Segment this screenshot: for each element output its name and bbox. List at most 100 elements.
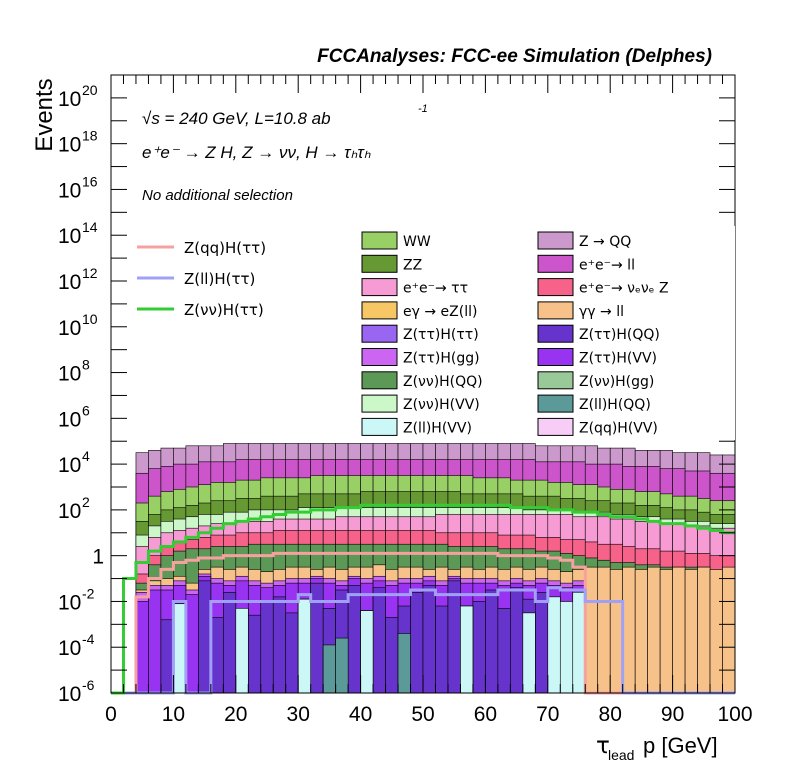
legend-stack-swatch: [537, 301, 574, 320]
stack-bar: [659, 569, 673, 694]
x-axis-label-tau: τ: [596, 733, 610, 759]
legend-stack-swatch: [361, 278, 398, 297]
stack-bar: [572, 591, 586, 694]
stack-bar: [185, 594, 199, 694]
stack-bar: [684, 569, 698, 694]
legend-stack-entry: Z(ll)H(QQ): [537, 394, 651, 413]
stack-layer: [135, 443, 736, 694]
legend-stack-entry: Z(νν)H(QQ): [361, 371, 483, 390]
stack-bar: [559, 601, 574, 694]
y-tick-label: 10 12: [58, 265, 98, 294]
legend-line-label: Z(νν)H(ττ): [184, 301, 264, 319]
y-tick-exponent: -4: [82, 631, 95, 647]
y-tick-exponent: 8: [82, 357, 90, 373]
legend-stack-swatch: [537, 254, 574, 273]
y-tick-label: 1: [92, 546, 104, 569]
stack-bar: [447, 580, 461, 694]
y-tick-label: 10 18: [58, 128, 98, 157]
stack-bar: [522, 612, 536, 694]
legend-line-entry: Z(qq)H(ττ): [137, 239, 266, 257]
legend-stack-label: Z(ττ)H(VV): [579, 351, 657, 367]
legend-stack-entry: γγ → ll: [537, 301, 624, 320]
legend-stack-label: ZZ: [403, 257, 422, 273]
y-tick-label: 10 2: [58, 494, 90, 523]
stack-bar: [609, 569, 623, 694]
y-tick-exponent: -6: [82, 677, 95, 693]
y-axis-label: Events: [31, 78, 58, 151]
legend-stack-swatch: [361, 254, 398, 273]
stack-bar: [510, 587, 524, 694]
x-tick-label: 100: [717, 703, 752, 726]
y-tick-label: 10 4: [58, 448, 90, 477]
x-axis-label-text: p [GeV]: [643, 733, 718, 758]
y-tick-exponent: 4: [82, 448, 90, 464]
legend-stack-label: γγ → ll: [579, 304, 624, 320]
legend-stack-entry: eγ → eZ(ll): [361, 301, 477, 320]
stack-bar: [347, 585, 361, 694]
y-tick-label: 10 6: [58, 402, 90, 431]
legend-stack-entry: e⁺e⁻→ ττ: [361, 278, 468, 297]
y-tick-label: 10 16: [58, 173, 98, 202]
stack-bar: [260, 601, 274, 694]
stack-bar: [335, 637, 349, 694]
legend-stack-swatch: [361, 231, 398, 250]
y-tick-base: 10: [58, 591, 81, 614]
stack-bar: [272, 596, 287, 694]
legend-stack-label: Z → QQ: [579, 234, 631, 250]
legend-line-entry: Z(ll)H(ττ): [137, 270, 255, 288]
x-tick-label: 40: [349, 703, 372, 726]
x-tick-label: 80: [599, 703, 622, 726]
legend-stack-label: Z(νν)H(QQ): [403, 374, 483, 390]
y-tick-base: 10: [58, 408, 81, 431]
stack-bar: [435, 605, 449, 694]
y-tick-exponent: -2: [82, 585, 95, 601]
legend-stack-entry: Z(ll)H(VV): [361, 417, 472, 436]
stack-bar: [310, 582, 324, 694]
legend-stack-swatch: [537, 231, 574, 250]
stack-bar: [472, 601, 486, 694]
stack-bar: [697, 566, 711, 694]
selection-annotation: No additional selection: [142, 187, 293, 204]
stack-bar: [535, 591, 549, 694]
stack-bar: [198, 580, 212, 694]
legend-stack-swatch: [537, 417, 574, 436]
y-tick-base: 10: [58, 454, 81, 477]
stack-bar: [722, 566, 736, 694]
y-tick-label: 10 14: [58, 219, 98, 248]
stack-bar: [597, 566, 611, 694]
legend-stack-entry: e⁺e⁻→ ll: [537, 254, 635, 273]
legend-stack-swatch: [361, 301, 398, 320]
x-tick-label: 70: [536, 703, 559, 726]
legend-stack-label: Z(ll)H(VV): [403, 420, 472, 436]
legend-stack-entry: Z → QQ: [537, 231, 631, 250]
y-tick-exponent: 14: [82, 219, 98, 235]
legend-stack-entry: Z(νν)H(gg): [537, 371, 654, 390]
stack-bar: [148, 589, 162, 694]
legend-stack-entry: e⁺e⁻→ νₑνₑ Z: [537, 278, 669, 297]
legend-stack-label: Z(νν)H(gg): [579, 374, 654, 390]
y-tick-base: 1: [92, 546, 104, 569]
legend-stack-swatch: [361, 394, 398, 413]
stack-bar: [672, 566, 686, 694]
y-tick-exponent: 10: [82, 311, 98, 327]
legend-stack-label: e⁺e⁻→ νₑνₑ Z: [579, 281, 669, 297]
y-tick-base: 10: [58, 225, 81, 248]
y-tick-exponent: 6: [82, 402, 90, 418]
stack-bar: [210, 617, 224, 694]
legend-stack-label: e⁺e⁻→ ll: [579, 257, 635, 273]
legend-line-label: Z(qq)H(ττ): [184, 239, 266, 257]
legend-stack-entry: Z(qq)H(VV): [537, 417, 658, 436]
legend-stack-swatch: [361, 324, 398, 343]
stack-bar: [235, 608, 249, 694]
stack-bar: [322, 644, 336, 694]
stack-series-z-ll-h-vv: [173, 591, 586, 694]
annotations: √s = 240 GeV, L=10.8 ab -1 e⁺e⁻ → Z H, Z…: [142, 103, 428, 204]
y-tick-base: 10: [58, 637, 81, 660]
stack-bar: [709, 569, 723, 694]
y-tick-base: 10: [58, 363, 81, 386]
stack-bar: [372, 587, 386, 694]
stack-bar: [285, 612, 299, 694]
stack-bar: [497, 608, 511, 694]
